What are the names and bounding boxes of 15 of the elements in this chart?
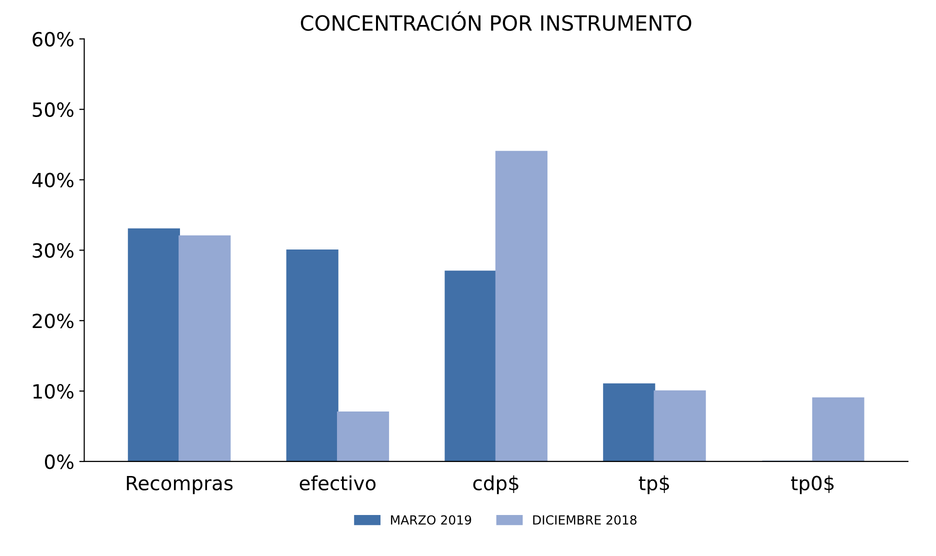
legend-label: DICIEMBRE 2018 [533, 515, 637, 525]
y-tick-label: 20% [32, 314, 74, 328]
y-tick-label: 60% [32, 32, 74, 47]
legend-label: MARZO 2019 [391, 515, 472, 525]
x-tick-label: tp0$ [791, 475, 834, 494]
x-tick-label: cdp$ [473, 475, 518, 494]
x-tick-label: Recompras [126, 476, 233, 494]
y-tick-label: 50% [32, 102, 74, 118]
x-tick-label: efectivo [300, 475, 376, 490]
y-tick-label: 40% [32, 172, 74, 188]
chart-title: CONCENTRACIÓN POR INSTRUMENTO [300, 11, 692, 31]
x-tick-label: tp$ [638, 475, 670, 494]
y-tick-label: 30% [32, 243, 74, 258]
y-tick-label: 10% [33, 384, 74, 399]
y-tick-label: 0% [44, 454, 74, 470]
